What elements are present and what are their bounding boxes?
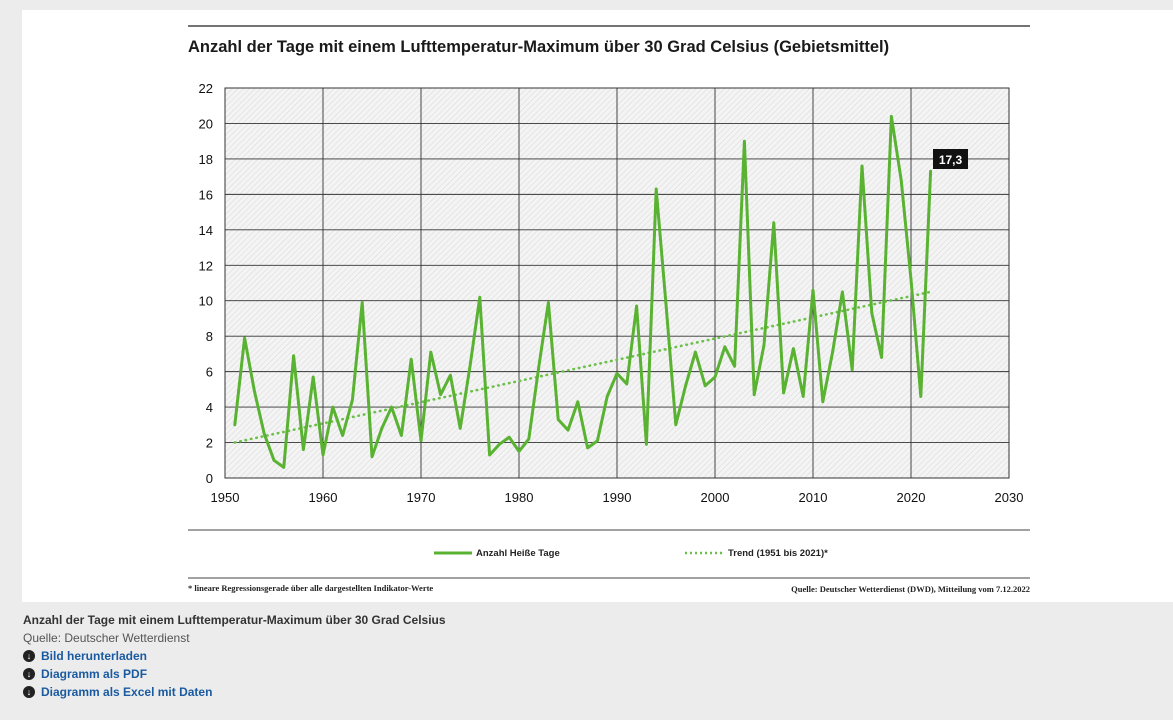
x-tick-label: 2030 (995, 490, 1024, 505)
y-tick-label: 8 (206, 329, 213, 344)
y-tick-label: 6 (206, 365, 213, 380)
download-excel-label[interactable]: Diagramm als Excel mit Daten (41, 685, 213, 699)
y-tick-label: 22 (199, 81, 213, 96)
value-badge-label: 17,3 (939, 153, 963, 167)
legend-label-trend: Trend (1951 bis 2021)* (728, 548, 828, 559)
caption-title: Anzahl der Tage mit einem Lufttemperatur… (23, 613, 446, 627)
download-icon: ↓ (23, 686, 35, 698)
download-image-link[interactable]: ↓ Bild herunterladen (23, 647, 1163, 665)
y-tick-label: 0 (206, 471, 213, 486)
figure-caption: Anzahl der Tage mit einem Lufttemperatur… (23, 611, 1163, 701)
download-icon: ↓ (23, 668, 35, 680)
y-tick-label: 20 (199, 116, 213, 131)
download-pdf-link[interactable]: ↓ Diagramm als PDF (23, 665, 1163, 683)
y-tick-label: 2 (206, 436, 213, 451)
chart-svg: Anzahl der Tage mit einem Lufttemperatur… (188, 25, 1030, 594)
y-tick-label: 10 (199, 294, 213, 309)
legend: Anzahl Heiße Tage Trend (1951 bis 2021)* (434, 548, 828, 559)
x-tick-label: 2000 (701, 490, 730, 505)
chart-figure: Anzahl der Tage mit einem Lufttemperatur… (22, 10, 1173, 602)
series-layer (233, 114, 933, 469)
y-tick-label: 12 (199, 258, 213, 273)
x-tick-label: 2010 (799, 490, 828, 505)
value-badge-box (933, 149, 968, 169)
download-excel-link[interactable]: ↓ Diagramm als Excel mit Daten (23, 683, 1163, 701)
x-tick-label: 1970 (407, 490, 436, 505)
x-tick-label: 1960 (309, 490, 338, 505)
footnote: * lineare Regressionsgerade über alle da… (188, 583, 433, 593)
legend-label-hot-days: Anzahl Heiße Tage (476, 548, 560, 559)
x-axis-ticks: 1950 1960 1970 1980 1990 2000 2010 2020 2030 (211, 490, 1024, 505)
value-badge: 17,3 (933, 149, 968, 169)
download-pdf-label[interactable]: Diagramm als PDF (41, 667, 148, 681)
download-icon: ↓ (23, 650, 35, 662)
y-axis-ticks: 0 2 4 6 8 10 12 14 16 18 20 22 (199, 81, 213, 486)
y-tick-label: 16 (199, 187, 213, 202)
caption-source: Quelle: Deutscher Wetterdienst (23, 631, 190, 645)
source-note: Quelle: Deutscher Wetterdienst (DWD), Mi… (791, 584, 1030, 594)
x-tick-label: 1980 (505, 490, 534, 505)
x-tick-label: 2020 (897, 490, 926, 505)
download-image-label[interactable]: Bild herunterladen (41, 649, 148, 663)
x-tick-label: 1990 (603, 490, 632, 505)
y-tick-label: 14 (199, 223, 213, 238)
x-tick-label: 1950 (211, 490, 240, 505)
y-tick-label: 4 (206, 400, 213, 415)
y-tick-label: 18 (199, 152, 213, 167)
chart-title: Anzahl der Tage mit einem Lufttemperatur… (188, 38, 889, 56)
hot-days-line (233, 114, 933, 469)
